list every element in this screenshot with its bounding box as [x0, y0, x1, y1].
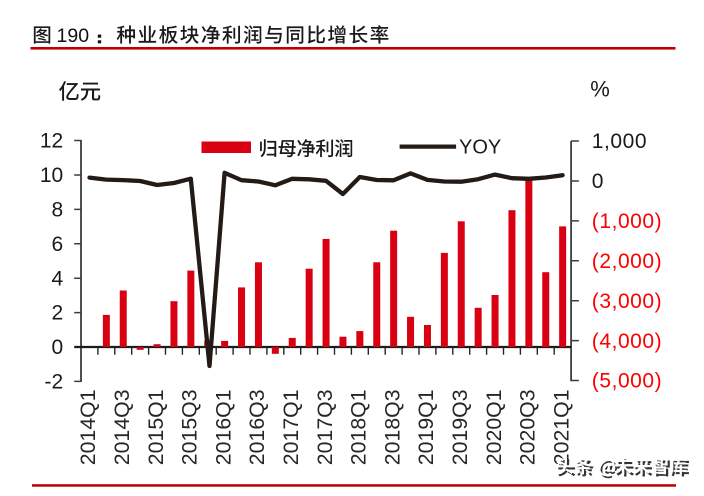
svg-text:-2: -2 [45, 371, 64, 394]
svg-text:6: 6 [52, 233, 64, 256]
svg-text:2016Q1: 2016Q1 [211, 389, 235, 465]
svg-text:(2,000): (2,000) [592, 250, 662, 273]
svg-text:2016Q3: 2016Q3 [245, 389, 269, 465]
svg-text:(5,000): (5,000) [592, 370, 662, 393]
svg-text:12: 12 [40, 130, 63, 153]
svg-text:(1,000): (1,000) [592, 210, 662, 233]
svg-text:(3,000): (3,000) [592, 290, 662, 313]
svg-text:%: % [590, 77, 610, 102]
svg-text:2019Q3: 2019Q3 [448, 389, 472, 465]
svg-text:0: 0 [52, 336, 64, 359]
svg-text:4: 4 [52, 267, 64, 290]
svg-text:0: 0 [592, 170, 604, 193]
svg-text:YOY: YOY [459, 136, 501, 158]
svg-text:(4,000): (4,000) [592, 330, 662, 353]
svg-text:2020Q3: 2020Q3 [516, 389, 540, 465]
svg-text:2019Q1: 2019Q1 [414, 389, 438, 465]
svg-text:2017Q3: 2017Q3 [313, 389, 337, 465]
svg-text:10: 10 [40, 164, 63, 187]
svg-text:2015Q1: 2015Q1 [144, 389, 168, 465]
svg-text:2017Q1: 2017Q1 [279, 389, 303, 465]
svg-text:8: 8 [52, 199, 64, 222]
svg-text:1,000: 1,000 [592, 130, 647, 153]
svg-text:2018Q3: 2018Q3 [380, 389, 404, 465]
svg-text:2020Q1: 2020Q1 [482, 389, 506, 465]
svg-text:2014Q1: 2014Q1 [76, 389, 100, 465]
svg-text:2015Q3: 2015Q3 [178, 389, 202, 465]
svg-text:2014Q3: 2014Q3 [110, 389, 134, 465]
svg-text:2018Q1: 2018Q1 [347, 389, 371, 465]
svg-text:2021Q1: 2021Q1 [549, 389, 573, 465]
svg-text:190: 190 [57, 25, 90, 47]
svg-text:2: 2 [52, 302, 64, 325]
